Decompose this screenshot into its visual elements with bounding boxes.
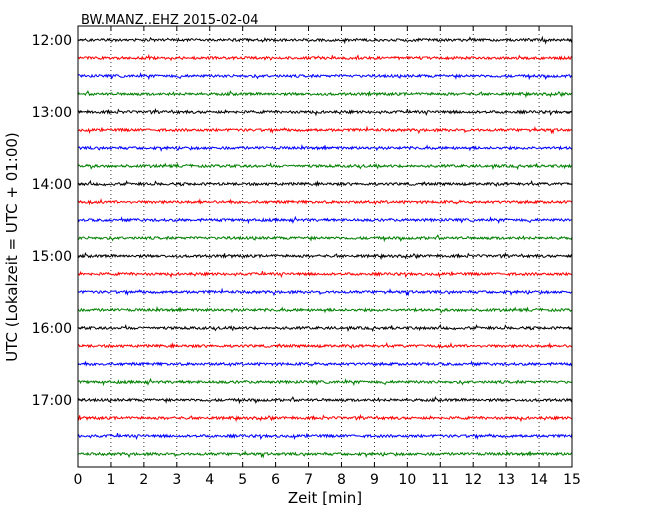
y-tick-label-3: 15:00: [32, 249, 72, 265]
trace-1330: [77, 143, 573, 153]
x-tick-label-9: 9: [370, 472, 379, 488]
trace-1430: [77, 215, 573, 225]
trace-1730: [77, 433, 573, 441]
trace-1245: [77, 90, 573, 99]
x-axis-label: Zeit [min]: [288, 489, 362, 507]
x-tick-label-10: 10: [398, 472, 416, 488]
trace-1300: [77, 107, 573, 117]
trace-1630: [77, 360, 573, 368]
trace-1600: [77, 323, 573, 333]
trace-1415: [77, 198, 573, 206]
trace-1545: [77, 305, 573, 314]
trace-1200: [77, 35, 573, 45]
trace-1715: [77, 413, 573, 423]
x-tick-label-5: 5: [238, 472, 247, 488]
trace-1515: [77, 270, 573, 279]
x-tick-label-7: 7: [304, 472, 313, 488]
y-tick-label-1: 13:00: [32, 105, 72, 121]
y-tick-labels: 12:00 13:00 14:00 15:00 16:00 17:00: [32, 33, 72, 409]
trace-1445: [77, 234, 573, 243]
trace-1215: [77, 53, 573, 62]
x-tick-label-4: 4: [205, 472, 214, 488]
grid: [110, 26, 540, 467]
x-tick-label-12: 12: [464, 472, 482, 488]
x-tick-label-1: 1: [106, 472, 115, 488]
trace-1500: [77, 251, 573, 261]
trace-1345: [77, 161, 573, 171]
x-tick-label-13: 13: [497, 472, 515, 488]
x-tick-label-15: 15: [563, 472, 581, 488]
traces: [77, 35, 573, 459]
y-axis-label: UTC (Lokalzeit = UTC + 01:00): [3, 132, 21, 362]
trace-1700: [77, 396, 573, 405]
x-tick-label-6: 6: [271, 472, 280, 488]
trace-1645: [77, 377, 573, 387]
x-tick-label-0: 0: [74, 472, 83, 488]
trace-1745: [77, 449, 573, 459]
x-tick-label-2: 2: [139, 472, 148, 488]
trace-1230: [77, 72, 573, 81]
plot-frame: [77, 25, 573, 468]
x-tick-label-8: 8: [337, 472, 346, 488]
trace-1400: [77, 179, 573, 188]
chart-title: BW.MANZ..EHZ 2015-02-04: [81, 13, 259, 28]
trace-1315: [77, 125, 573, 135]
trace-1530: [77, 287, 573, 297]
x-tick-label-3: 3: [172, 472, 181, 488]
y-tick-label-0: 12:00: [32, 33, 72, 49]
x-tick-label-11: 11: [431, 472, 449, 488]
trace-1615: [77, 341, 573, 350]
y-tick-label-4: 16:00: [32, 321, 72, 337]
y-tick-label-5: 17:00: [32, 393, 72, 409]
ticks: [77, 26, 573, 467]
x-tick-labels: 0 1 2 3 4 5 6 7 8 9 10 11 12 13 14 15: [74, 472, 581, 488]
x-tick-label-14: 14: [530, 472, 548, 488]
y-tick-label-2: 14:00: [32, 177, 72, 193]
